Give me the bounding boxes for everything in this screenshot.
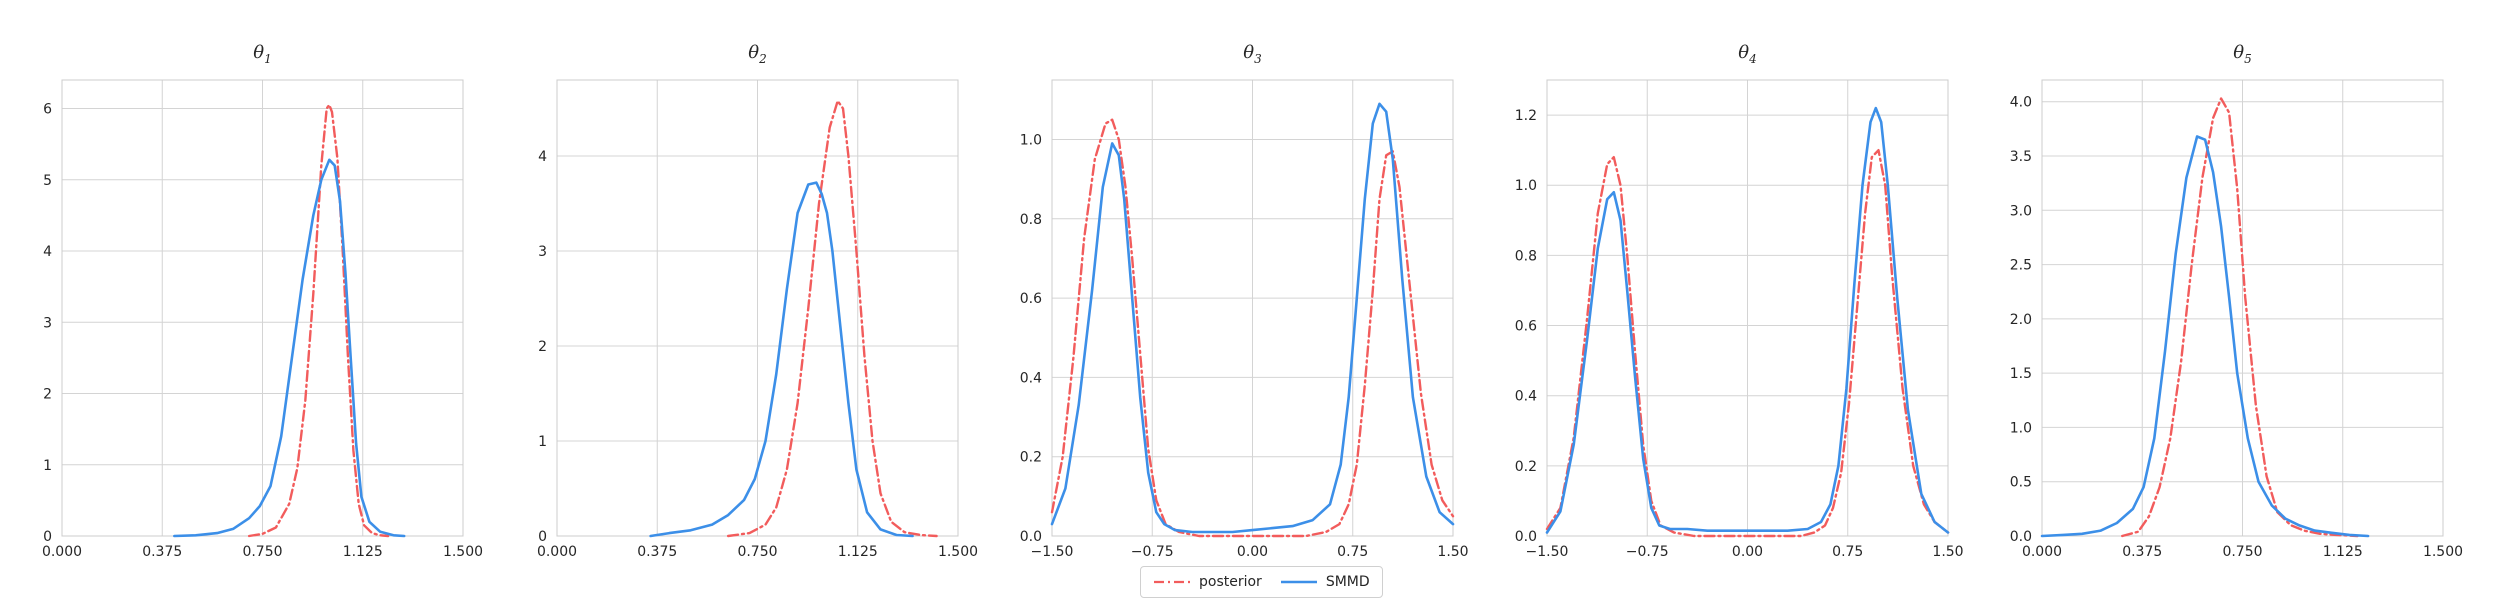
legend-label-posterior: posterior [1199, 574, 1262, 590]
y-tick-label: 1.0 [2010, 420, 2032, 436]
series-line-smmd [1545, 106, 1950, 534]
y-tick-label: 3.0 [2010, 203, 2032, 219]
legend-item-posterior: posterior [1153, 574, 1262, 590]
chart-panel-5: 0.000 0.375 0.750 1.125 1.500 0.0 0.5 1.0 1.5 2.0… [2010, 42, 2463, 560]
panel-title: θ1 [253, 42, 271, 66]
x-tick-label: 0.750 [2222, 544, 2262, 560]
y-tick-label: 1.2 [1515, 108, 1537, 124]
x-tick-label: 0.000 [42, 544, 82, 560]
chart-panel-1: 0.000 0.375 0.750 1.125 1.500 0 1 2 3 4 5 6 θ1 [42, 42, 483, 560]
x-tick-label: −1.50 [1526, 544, 1569, 560]
y-tick-label: 1.0 [1020, 132, 1042, 148]
panel-title: θ5 [2233, 42, 2251, 66]
y-tick-label: 0.0 [1515, 529, 1537, 545]
plot-frame [556, 79, 959, 537]
series-line-smmd [173, 158, 406, 538]
y-tick-label: 4 [538, 149, 547, 165]
legend-swatch-smmd [1280, 580, 1317, 584]
y-tick-label: 0.2 [1020, 450, 1042, 466]
x-tick-label: 0.000 [2022, 544, 2062, 560]
y-tick-label: 6 [43, 102, 52, 118]
y-tick-label: 3 [538, 244, 547, 260]
y-tick-label: 0.6 [1515, 319, 1537, 335]
plot-frame [61, 79, 464, 537]
y-tick-label: 0.4 [1020, 370, 1042, 386]
panel-title: θ4 [1738, 42, 1756, 66]
x-tick-label: 0.750 [737, 544, 777, 560]
x-tick-label: 1.50 [1932, 544, 1963, 560]
x-tick-label: 1.500 [938, 544, 978, 560]
x-tick-label: 0.00 [1732, 544, 1763, 560]
y-tick-label: 3 [43, 315, 52, 331]
y-tick-label: 2.5 [2010, 258, 2032, 274]
chart-panel-3: −1.50 −0.75 0.00 0.75 1.50 0.0 0.2 0.4 0.6 0.8 1.0… [1020, 42, 1469, 560]
x-tick-label: 1.125 [343, 544, 383, 560]
y-tick-label: 0.6 [1020, 291, 1042, 307]
x-tick-label: 0.75 [1337, 544, 1368, 560]
y-tick-label: 2 [43, 387, 52, 403]
x-tick-label: 0.750 [242, 544, 282, 560]
y-tick-label: 2.0 [2010, 312, 2032, 328]
plot-frame [2041, 79, 2444, 537]
y-tick-label: 0.8 [1515, 248, 1537, 264]
x-tick-label: 0.375 [142, 544, 182, 560]
y-tick-label: 1.0 [1515, 178, 1537, 194]
series-line-posterior [247, 103, 390, 538]
y-tick-label: 4.0 [2010, 95, 2032, 111]
x-tick-label: 1.500 [2423, 544, 2463, 560]
y-tick-label: 0.4 [1515, 389, 1537, 405]
y-tick-label: 0 [538, 529, 547, 545]
x-tick-label: −0.75 [1626, 544, 1669, 560]
legend-item-smmd: SMMD [1280, 574, 1370, 590]
legend: posterior SMMD [1140, 566, 1383, 598]
x-tick-label: −1.50 [1031, 544, 1074, 560]
y-tick-label: 1 [538, 434, 547, 450]
panel-title: θ2 [748, 42, 766, 66]
x-tick-label: 0.75 [1832, 544, 1863, 560]
series-line-posterior [726, 99, 938, 538]
y-tick-label: 1 [43, 458, 52, 474]
y-tick-label: 0.2 [1515, 459, 1537, 475]
y-tick-label: 0 [43, 529, 52, 545]
y-tick-label: 1.5 [2010, 366, 2032, 382]
x-tick-label: 1.50 [1437, 544, 1468, 560]
x-tick-label: 0.375 [637, 544, 677, 560]
y-tick-label: 2 [538, 339, 547, 355]
x-tick-label: 1.125 [838, 544, 878, 560]
x-tick-label: 0.375 [2122, 544, 2162, 560]
series-line-posterior [1545, 148, 1950, 538]
chart-panel-4: −1.50 −0.75 0.00 0.75 1.50 0.0 0.2 0.4 0.6 0.8 1.0… [1515, 42, 1964, 560]
series-line-posterior [1050, 118, 1455, 538]
series-line-posterior [2120, 97, 2359, 538]
legend-swatch-posterior [1154, 580, 1190, 584]
y-tick-label: 0.0 [2010, 529, 2032, 545]
legend-label-smmd: SMMD [1325, 574, 1370, 590]
y-tick-label: 0.5 [2010, 475, 2032, 491]
x-tick-label: −0.75 [1131, 544, 1174, 560]
x-tick-label: 0.000 [537, 544, 577, 560]
y-tick-label: 4 [43, 244, 52, 260]
series-line-smmd [2040, 135, 2370, 538]
x-tick-label: 0.00 [1237, 544, 1268, 560]
y-tick-label: 0.0 [1020, 529, 1042, 545]
series-line-smmd [1050, 102, 1455, 534]
chart-panel-2: 0.000 0.375 0.750 1.125 1.500 0 1 2 3 4 θ2 [537, 42, 978, 560]
y-tick-label: 5 [43, 173, 52, 189]
series-line-smmd [649, 181, 914, 538]
panel-title: θ3 [1243, 42, 1262, 66]
x-tick-label: 1.125 [2323, 544, 2363, 560]
y-tick-label: 3.5 [2010, 149, 2032, 165]
x-tick-label: 1.500 [443, 544, 483, 560]
y-tick-label: 0.8 [1020, 212, 1042, 228]
